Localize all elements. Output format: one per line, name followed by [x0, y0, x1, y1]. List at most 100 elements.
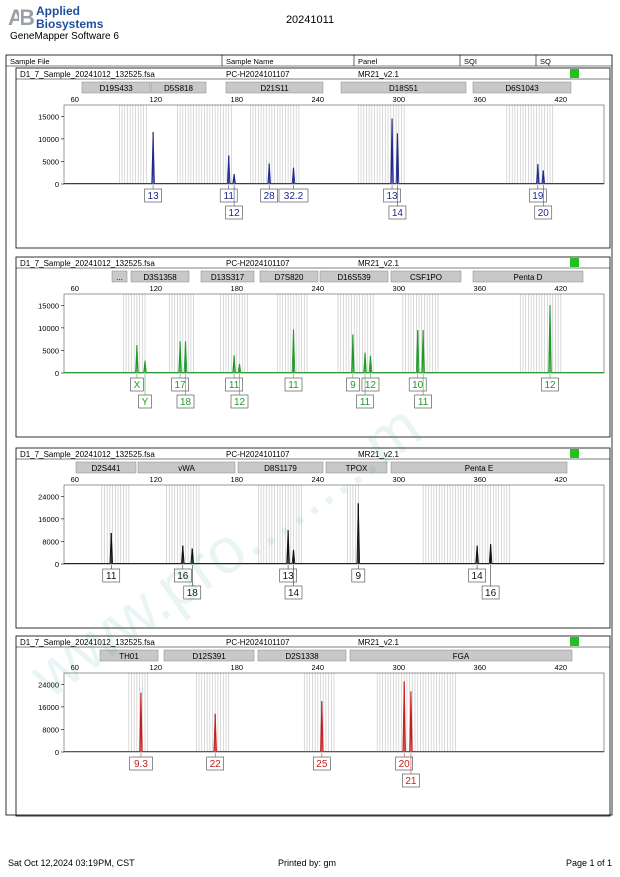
allele-box	[313, 756, 331, 771]
allele-box	[130, 377, 144, 392]
x-tick-label: 120	[150, 663, 163, 672]
allele-box	[534, 205, 553, 220]
allele-label: 13	[148, 191, 160, 202]
allele-box	[284, 377, 303, 392]
x-tick-label: 60	[71, 475, 79, 484]
allele-box	[541, 377, 559, 392]
panel-name: MR21_v2.1	[358, 450, 399, 459]
allele-label: 9	[356, 571, 362, 582]
allele-label: 11	[360, 397, 371, 408]
allele-label: 9	[350, 380, 356, 391]
allele-label: 21	[405, 776, 417, 787]
report-border	[5, 54, 613, 816]
marker-label: D19S433	[99, 84, 133, 93]
allele-box	[225, 205, 243, 220]
x-tick-label: 240	[312, 284, 325, 293]
sample-file: D1_7_Sample_20241012_132525.fsa	[20, 638, 155, 647]
sample-name: PC-H2024101107	[226, 638, 290, 647]
x-tick-label: 360	[474, 284, 487, 293]
marker-box	[319, 270, 389, 283]
allele-box	[361, 377, 380, 392]
allele-label: 20	[399, 759, 411, 770]
x-tick-label: 240	[312, 663, 325, 672]
panel-frame	[15, 635, 611, 817]
x-tick-label: 420	[555, 284, 568, 293]
panel-name: MR21_v2.1	[358, 259, 399, 268]
allele-box	[395, 756, 414, 771]
sq-indicator	[570, 449, 579, 458]
col-sq: SQ	[540, 57, 551, 66]
marker-label: D2S1338	[285, 652, 319, 661]
col-sample-name: Sample Name	[226, 57, 274, 66]
x-tick-label: 300	[393, 284, 406, 293]
y-tick-label: 10000	[38, 324, 59, 333]
footer-page: Page 1 of 1	[566, 858, 613, 868]
y-tick-label: 24000	[38, 680, 59, 689]
sq-indicator	[570, 637, 579, 646]
allele-box	[284, 585, 303, 600]
panel-red: D1_7_Sample_20241012_132525.fsa PC-H20241…	[15, 635, 611, 817]
logo-line1: Applied	[36, 4, 80, 18]
marker-label: D6S1043	[505, 84, 539, 93]
footer-printed-at: Sat Oct 12,2024 03:19PM, CST	[8, 858, 135, 868]
x-tick-label: 300	[393, 663, 406, 672]
panel-frame	[15, 256, 611, 438]
marker-label: FGA	[453, 652, 470, 661]
col-sample-file: Sample File	[10, 57, 50, 66]
allele-label: 12	[234, 397, 246, 408]
marker-label: D2S441	[92, 464, 121, 473]
allele-label: 28	[264, 191, 276, 202]
y-tick-label: 5000	[42, 346, 59, 355]
marker-label: D16S539	[337, 273, 371, 282]
marker-box	[150, 81, 207, 94]
allele-label: 9.3	[134, 759, 148, 770]
allele-label: 12	[229, 208, 241, 219]
x-tick-label: 180	[231, 284, 244, 293]
x-tick-label: 60	[71, 95, 79, 104]
sample-file: D1_7_Sample_20241012_132525.fsa	[20, 450, 155, 459]
allele-box	[383, 188, 401, 203]
y-tick-label: 0	[55, 748, 59, 757]
marker-label: TH01	[119, 652, 139, 661]
allele-box	[102, 568, 121, 583]
marker-box	[472, 81, 572, 94]
x-tick-label: 120	[150, 95, 163, 104]
x-tick-label: 240	[312, 95, 325, 104]
col-sqi: SQI	[464, 57, 477, 66]
y-tick-label: 0	[55, 369, 59, 378]
sq-indicator	[570, 258, 579, 267]
marker-box	[137, 461, 236, 474]
allele-label: 14	[472, 571, 484, 582]
panel-name: MR21_v2.1	[358, 638, 399, 647]
allele-box	[388, 205, 407, 220]
sample-name: PC-H2024101107	[226, 70, 290, 79]
x-tick-label: 420	[555, 475, 568, 484]
x-tick-label: 240	[312, 475, 325, 484]
marker-label: D5S818	[164, 84, 193, 93]
y-tick-label: 16000	[38, 703, 59, 712]
marker-box	[390, 461, 568, 474]
allele-label: X	[134, 380, 141, 391]
footer-printed-by: Printed by: gm	[278, 858, 337, 868]
watermark: www.pro.........m	[16, 389, 434, 712]
allele-label: 12	[365, 380, 377, 391]
marker-label: D21S11	[260, 84, 289, 93]
y-tick-label: 0	[55, 180, 59, 189]
allele-label: 20	[538, 208, 550, 219]
marker-box	[259, 270, 319, 283]
allele-box	[230, 394, 249, 409]
applied-biosystems-logo: A B Applied Biosystems	[8, 4, 128, 37]
allele-label: 25	[316, 759, 328, 770]
report-date: 20241011	[285, 14, 335, 26]
x-tick-label: 300	[393, 475, 406, 484]
allele-label: 12	[544, 380, 556, 391]
marker-box	[257, 649, 347, 662]
allele-box	[408, 377, 427, 392]
panel-green: D1_7_Sample_20241012_132525.fsa PC-H20241…	[15, 256, 611, 438]
allele-label: 18	[187, 588, 199, 599]
col-panel: Panel	[358, 57, 378, 66]
y-tick-label: 16000	[38, 515, 59, 524]
marker-box	[111, 270, 128, 283]
allele-box	[183, 585, 202, 600]
